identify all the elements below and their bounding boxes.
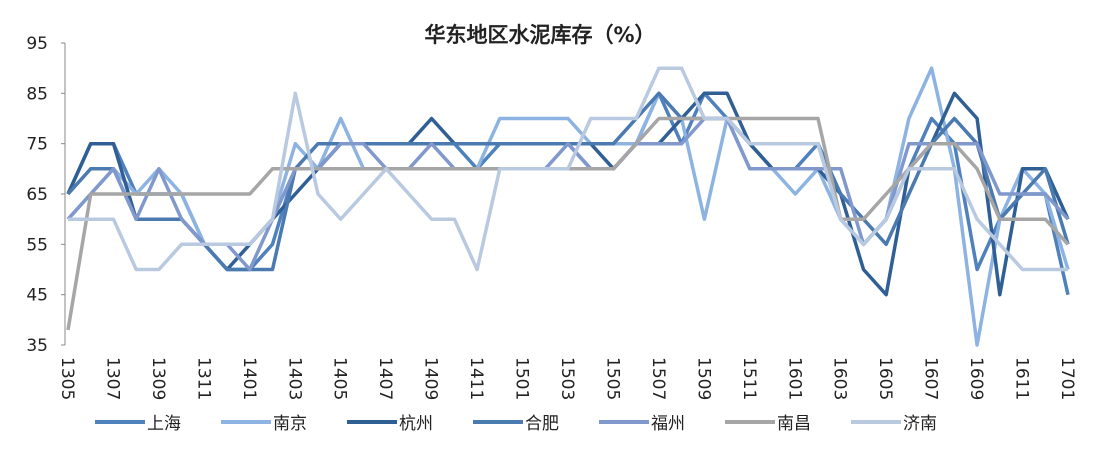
y-tick-label: 85 bbox=[26, 84, 48, 104]
x-tick-label: 1507 bbox=[648, 357, 668, 400]
x-tick-label: 1407 bbox=[375, 357, 395, 400]
y-tick-label: 35 bbox=[26, 336, 48, 356]
x-tick-label: 1309 bbox=[148, 357, 168, 400]
series-line bbox=[66, 66, 1070, 347]
x-tick-label: 1505 bbox=[602, 357, 622, 400]
legend-label: 济南 bbox=[903, 414, 937, 434]
x-tick-label: 1605 bbox=[875, 357, 895, 400]
x-tick-label: 1503 bbox=[557, 357, 577, 400]
x-tick-label: 1601 bbox=[784, 357, 804, 400]
x-tick-label: 1603 bbox=[830, 357, 850, 400]
y-tick-label: 55 bbox=[26, 235, 48, 255]
y-tick-label: 65 bbox=[26, 185, 48, 205]
legend-label: 南京 bbox=[273, 414, 307, 434]
x-tick-label: 1405 bbox=[330, 357, 350, 400]
chart-title: 华东地区水泥库存（%） bbox=[424, 23, 655, 47]
x-tick-label: 1501 bbox=[512, 357, 532, 400]
y-tick-label: 75 bbox=[26, 135, 48, 155]
legend-label: 南昌 bbox=[777, 414, 811, 434]
x-tick-label: 1611 bbox=[1012, 357, 1032, 400]
x-tick-label: 1403 bbox=[284, 357, 304, 400]
series-line bbox=[66, 116, 1070, 272]
series-line bbox=[68, 66, 1068, 272]
x-tick-label: 1401 bbox=[239, 357, 259, 400]
x-tick-label: 1701 bbox=[1057, 357, 1077, 400]
x-tick-label: 1311 bbox=[193, 357, 213, 400]
x-tick-label: 1511 bbox=[739, 357, 759, 400]
x-tick-label: 1609 bbox=[966, 357, 986, 400]
y-tick-label: 95 bbox=[26, 34, 48, 54]
x-tick-label: 1409 bbox=[421, 357, 441, 400]
x-tick-label: 1607 bbox=[921, 357, 941, 400]
legend-label: 福州 bbox=[651, 414, 685, 434]
x-tick-label: 1307 bbox=[102, 357, 122, 400]
legend-label: 上海 bbox=[147, 414, 181, 434]
legend-label: 合肥 bbox=[525, 414, 559, 434]
x-tick-label: 1305 bbox=[57, 357, 77, 400]
x-tick-label: 1509 bbox=[693, 357, 713, 400]
x-tick-label: 1411 bbox=[466, 357, 486, 400]
y-tick-label: 45 bbox=[26, 286, 48, 306]
legend-label: 杭州 bbox=[399, 414, 433, 434]
